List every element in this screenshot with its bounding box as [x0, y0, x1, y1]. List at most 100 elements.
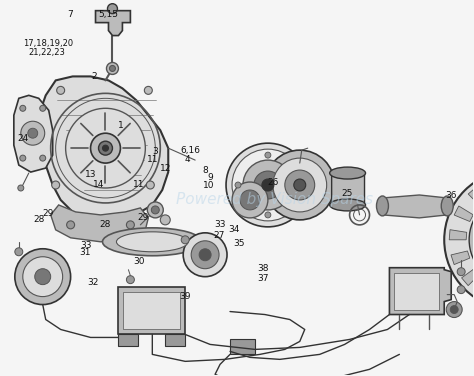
Text: 27: 27: [213, 231, 225, 240]
Ellipse shape: [146, 181, 155, 189]
Ellipse shape: [273, 158, 327, 212]
Ellipse shape: [35, 269, 51, 285]
Ellipse shape: [469, 195, 474, 285]
Ellipse shape: [127, 221, 135, 229]
Polygon shape: [332, 168, 365, 210]
Ellipse shape: [254, 171, 282, 199]
Text: 21,22,23: 21,22,23: [28, 48, 65, 57]
Polygon shape: [449, 230, 467, 240]
Ellipse shape: [235, 182, 241, 188]
Text: 2: 2: [91, 72, 97, 81]
Ellipse shape: [23, 257, 63, 297]
Ellipse shape: [444, 170, 474, 309]
Polygon shape: [462, 268, 474, 286]
Polygon shape: [118, 287, 185, 335]
Ellipse shape: [181, 236, 189, 244]
Text: 9: 9: [208, 173, 213, 182]
Text: 28: 28: [33, 215, 45, 224]
Polygon shape: [118, 335, 138, 346]
Text: 25: 25: [341, 189, 352, 198]
Ellipse shape: [240, 190, 260, 210]
Ellipse shape: [20, 105, 26, 111]
Text: 39: 39: [179, 292, 191, 301]
Ellipse shape: [441, 196, 453, 216]
Text: 6,16: 6,16: [180, 146, 201, 155]
Text: 7: 7: [67, 10, 73, 19]
Polygon shape: [165, 335, 185, 346]
Ellipse shape: [232, 182, 268, 218]
Ellipse shape: [376, 196, 388, 216]
Polygon shape: [51, 205, 148, 242]
Text: 38: 38: [257, 264, 269, 273]
Ellipse shape: [243, 160, 293, 210]
Ellipse shape: [109, 65, 116, 71]
Ellipse shape: [40, 155, 46, 161]
Text: 17,18,19,20: 17,18,19,20: [24, 39, 73, 48]
Text: 33: 33: [214, 220, 226, 229]
Ellipse shape: [295, 182, 301, 188]
Ellipse shape: [265, 150, 335, 220]
Text: 8: 8: [202, 166, 208, 175]
Polygon shape: [96, 11, 130, 36]
Ellipse shape: [99, 141, 112, 155]
Polygon shape: [383, 195, 447, 218]
Ellipse shape: [285, 170, 315, 200]
Text: 10: 10: [202, 181, 214, 190]
Text: 28: 28: [99, 220, 110, 229]
Ellipse shape: [329, 167, 365, 179]
Ellipse shape: [151, 206, 159, 214]
Ellipse shape: [21, 121, 45, 145]
Text: 26: 26: [268, 178, 279, 187]
Text: 33: 33: [80, 241, 91, 250]
Ellipse shape: [102, 228, 202, 256]
Ellipse shape: [127, 276, 135, 284]
Ellipse shape: [57, 86, 64, 94]
Ellipse shape: [265, 152, 271, 158]
Ellipse shape: [232, 149, 304, 221]
Text: 35: 35: [234, 239, 245, 248]
Text: Powered by Vision Spares: Powered by Vision Spares: [176, 192, 374, 207]
Ellipse shape: [329, 199, 365, 211]
Polygon shape: [123, 292, 180, 329]
Ellipse shape: [191, 241, 219, 269]
Ellipse shape: [457, 286, 465, 294]
Text: 11: 11: [147, 155, 159, 164]
Polygon shape: [230, 340, 255, 355]
Polygon shape: [390, 268, 451, 315]
Ellipse shape: [18, 185, 24, 191]
Ellipse shape: [15, 249, 71, 305]
Text: 32: 32: [87, 278, 99, 287]
Ellipse shape: [160, 215, 170, 225]
Text: 24: 24: [18, 134, 28, 143]
Ellipse shape: [183, 233, 227, 277]
Ellipse shape: [91, 133, 120, 163]
Polygon shape: [394, 273, 439, 309]
Ellipse shape: [147, 202, 163, 218]
Text: 34: 34: [228, 226, 240, 235]
Ellipse shape: [28, 128, 38, 138]
Text: 13: 13: [85, 170, 96, 179]
Ellipse shape: [262, 179, 274, 191]
Polygon shape: [468, 187, 474, 206]
Ellipse shape: [199, 249, 211, 261]
Text: 11: 11: [133, 180, 145, 189]
Ellipse shape: [40, 105, 46, 111]
Text: 4: 4: [185, 155, 191, 164]
Ellipse shape: [107, 62, 118, 74]
Ellipse shape: [52, 181, 60, 189]
Ellipse shape: [265, 212, 271, 218]
Ellipse shape: [457, 268, 465, 276]
Polygon shape: [454, 206, 473, 221]
Text: 14: 14: [93, 180, 105, 189]
Ellipse shape: [108, 4, 118, 14]
Ellipse shape: [450, 306, 458, 314]
Ellipse shape: [65, 108, 146, 188]
Ellipse shape: [102, 145, 109, 151]
Polygon shape: [39, 76, 168, 222]
Polygon shape: [451, 251, 470, 265]
Text: 37: 37: [257, 274, 269, 283]
Text: 30: 30: [133, 256, 145, 265]
Text: 1: 1: [118, 121, 124, 130]
Ellipse shape: [117, 232, 188, 252]
Ellipse shape: [294, 179, 306, 191]
